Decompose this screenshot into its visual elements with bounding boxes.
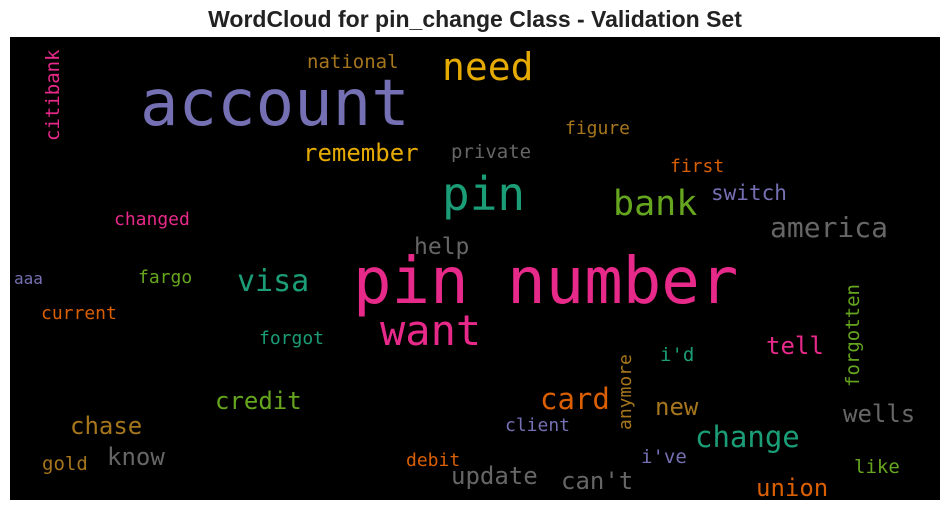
word-know: know [107,443,165,471]
word-fargo: fargo [138,267,192,288]
word-wells: wells [843,400,915,428]
word-forgotten: forgotten [842,284,864,387]
word-need: need [442,45,534,89]
word-first: first [670,156,724,177]
word-anymore: anymore [615,354,636,430]
word-current: current [41,303,117,324]
word-can-t: can't [561,467,633,495]
chart-title: WordCloud for pin_change Class - Validat… [208,6,742,32]
wordcloud-svg: pin number account pin want need bank america v… [14,45,915,500]
word-citibank: citibank [42,49,64,141]
word-visa: visa [237,264,309,299]
word-changed: changed [114,209,190,230]
word-remember: remember [303,139,419,167]
word-card: card [540,382,610,416]
word-forgot: forgot [259,328,324,349]
word-debit: debit [406,450,460,471]
word-i-ve: i've [641,446,687,468]
word-figure: figure [565,118,630,139]
word-help: help [414,234,469,260]
word-pin-number: pin number [353,245,738,319]
word-bank: bank [613,184,697,224]
word-account: account [140,67,410,141]
word-chase: chase [70,412,142,440]
word-like: like [854,456,900,478]
word-i-d: i'd [660,344,694,366]
word-pin: pin [442,167,525,221]
word-switch: switch [711,181,787,205]
word-tell: tell [766,332,824,360]
word-want: want [380,306,481,355]
word-change: change [695,420,800,454]
word-union: union [756,474,828,500]
word-gold: gold [42,453,88,475]
word-credit: credit [215,387,302,415]
word-aaa: aaa [14,269,43,288]
word-america: america [770,211,888,244]
wordcloud-canvas: pin number account pin want need bank america v… [10,37,940,500]
word-new: new [655,393,699,421]
word-national: national [307,51,399,73]
word-private: private [451,141,531,163]
word-client: client [505,415,570,436]
word-update: update [451,462,538,490]
